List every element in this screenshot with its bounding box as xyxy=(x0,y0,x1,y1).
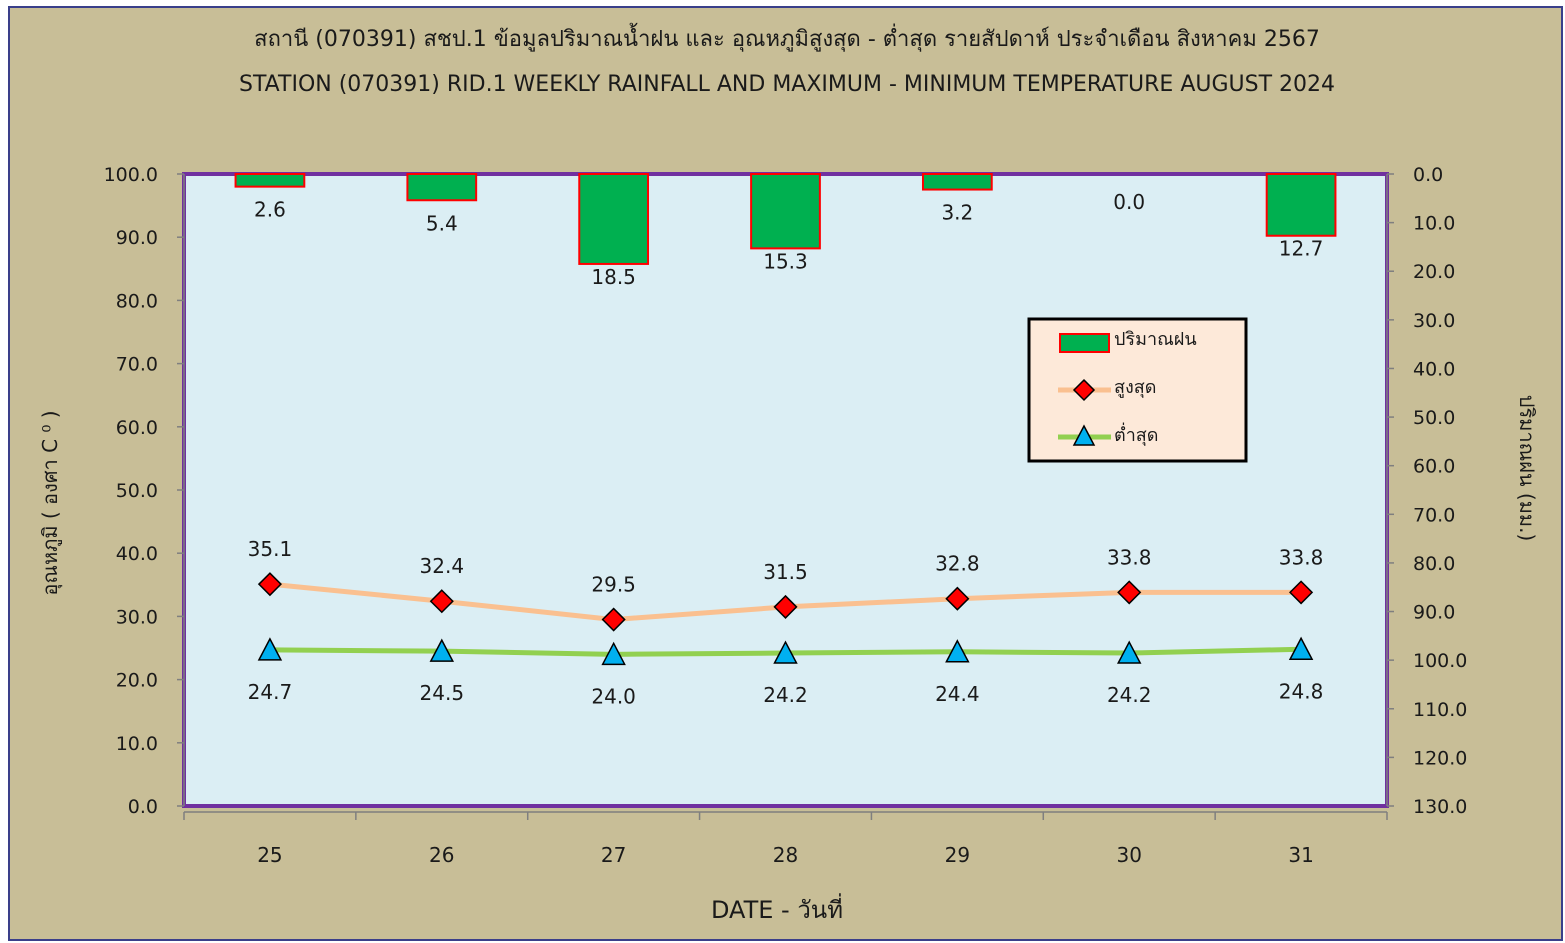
temperature-lines xyxy=(257,572,1314,666)
max-marker-25 xyxy=(257,572,282,597)
y-tick-right-label: 90.0 xyxy=(1413,602,1455,624)
min-label-29: 24.4 xyxy=(935,682,980,706)
min-label-31: 24.8 xyxy=(1279,679,1324,703)
max-marker-26 xyxy=(429,589,454,614)
rain-bar-26 xyxy=(406,173,478,202)
rainfall-bars xyxy=(234,173,1337,265)
legend-swatch-rainfall xyxy=(1059,333,1110,353)
x-tick-label-27: 27 xyxy=(601,843,626,867)
max-label-30: 33.8 xyxy=(1107,545,1152,569)
y-tick-right-label: 10.0 xyxy=(1413,213,1455,235)
y-tick-right-label: 30.0 xyxy=(1413,310,1455,332)
y-tick-right-label: 0.0 xyxy=(1413,164,1443,186)
y-tick-left-label: 20.0 xyxy=(116,670,158,692)
x-tick-label-26: 26 xyxy=(429,843,454,867)
y-tick-left-label: 90.0 xyxy=(116,227,158,249)
max-label-27: 29.5 xyxy=(591,573,636,597)
legend-label-rainfall: ปริมาณฝน xyxy=(1114,329,1197,350)
rain-label-26: 5.4 xyxy=(426,211,458,235)
rain-bar-25 xyxy=(234,173,306,188)
max-marker-31 xyxy=(1289,580,1314,605)
y-axis-title-left: อุณหภูมิ ( องศา C ⁰ ) xyxy=(38,410,63,595)
min-marker-26 xyxy=(429,638,455,662)
max-label-31: 33.8 xyxy=(1279,545,1324,569)
x-tick-label-25: 25 xyxy=(257,843,282,867)
y-tick-right-label: 20.0 xyxy=(1413,261,1455,283)
min-marker-27 xyxy=(601,641,626,666)
y-tick-right-label: 120.0 xyxy=(1413,747,1467,769)
min-label-26: 24.5 xyxy=(420,681,465,705)
y-tick-left-label: 10.0 xyxy=(116,733,158,755)
y-tick-left-label: 0.0 xyxy=(128,796,158,818)
max-label-25: 35.1 xyxy=(248,537,293,561)
y-tick-right-label: 60.0 xyxy=(1413,456,1455,478)
axes: 0.0 10.0 20.0 30.0 40.0 50.0 60.0 70.0 80.0 90.0 1… xyxy=(104,164,1468,867)
y-tick-left-label: 40.0 xyxy=(116,543,158,565)
rain-label-27: 18.5 xyxy=(591,265,636,289)
min-label-30: 24.2 xyxy=(1107,683,1152,707)
chart-title-english: STATION (070391) RID.1 WEEKLY RAINFALL A… xyxy=(239,72,1335,97)
rain-label-29: 3.2 xyxy=(941,201,973,225)
y-tick-left-label: 30.0 xyxy=(116,606,158,628)
y-tick-right-label: 50.0 xyxy=(1413,407,1455,429)
min-marker-31 xyxy=(1288,636,1314,661)
x-tick-label-29: 29 xyxy=(945,843,970,867)
max-label-26: 32.4 xyxy=(420,554,465,578)
x-tick-label-31: 31 xyxy=(1288,843,1313,867)
y-tick-left-label: 70.0 xyxy=(116,354,158,376)
x-axis-title: DATE - วันที่ xyxy=(711,893,843,924)
min-marker-25 xyxy=(257,637,283,661)
legend-marker-max xyxy=(1072,378,1096,402)
y-tick-right-label: 40.0 xyxy=(1413,358,1455,380)
legend-label-max: สูงสุด xyxy=(1114,377,1156,398)
min-label-25: 24.7 xyxy=(248,680,293,704)
max-label-29: 32.8 xyxy=(935,552,980,576)
rain-bar-27 xyxy=(578,173,650,265)
rain-label-28: 15.3 xyxy=(763,249,808,273)
legend-marker-min xyxy=(1072,424,1096,446)
min-marker-28 xyxy=(773,640,798,664)
y-tick-right-label: 80.0 xyxy=(1413,553,1455,575)
max-marker-29 xyxy=(945,586,970,611)
y-axis-title-right: ปริมาณฝน (มม.) xyxy=(1515,395,1539,541)
legend-label-min: ต่ำสุด xyxy=(1114,422,1158,446)
max-marker-28 xyxy=(773,594,798,619)
rain-label-25: 2.6 xyxy=(254,198,286,222)
legend: ปริมาณฝน สูงสุด ต่ำสุด xyxy=(1027,317,1248,463)
min-marker-29 xyxy=(945,639,970,663)
max-marker-27 xyxy=(601,607,626,632)
x-tick-label-30: 30 xyxy=(1116,843,1141,867)
x-tick-label-28: 28 xyxy=(773,843,798,867)
y-tick-right-label: 100.0 xyxy=(1413,650,1467,672)
y-tick-right-label: 70.0 xyxy=(1413,504,1455,526)
rain-bar-31 xyxy=(1265,173,1337,237)
data-labels: 2.6 5.4 18.5 15.3 3.2 0.0 12.7 35.1 32.4 29.5 31.5… xyxy=(248,190,1324,708)
min-marker-30 xyxy=(1116,640,1142,664)
rain-label-31: 12.7 xyxy=(1279,237,1324,261)
rain-bar-28 xyxy=(750,173,821,250)
y-tick-left-label: 50.0 xyxy=(116,480,158,502)
chart-title-thai: สถานี (070391) สชป.1 ข้อมูลปริมาณน้ำฝน แ… xyxy=(254,23,1320,52)
max-marker-30 xyxy=(1117,580,1142,605)
min-label-27: 24.0 xyxy=(591,684,636,708)
rain-label-30: 0.0 xyxy=(1113,190,1145,214)
plot-area xyxy=(182,172,1389,808)
rain-bar-29 xyxy=(921,173,993,191)
y-tick-left-label: 100.0 xyxy=(104,164,158,186)
y-tick-left-label: 80.0 xyxy=(116,290,158,312)
max-label-28: 31.5 xyxy=(763,560,808,584)
min-label-28: 24.2 xyxy=(763,683,808,707)
y-tick-right-label: 110.0 xyxy=(1413,699,1467,721)
y-tick-left-label: 60.0 xyxy=(116,417,158,439)
y-tick-right-label: 130.0 xyxy=(1413,796,1467,818)
